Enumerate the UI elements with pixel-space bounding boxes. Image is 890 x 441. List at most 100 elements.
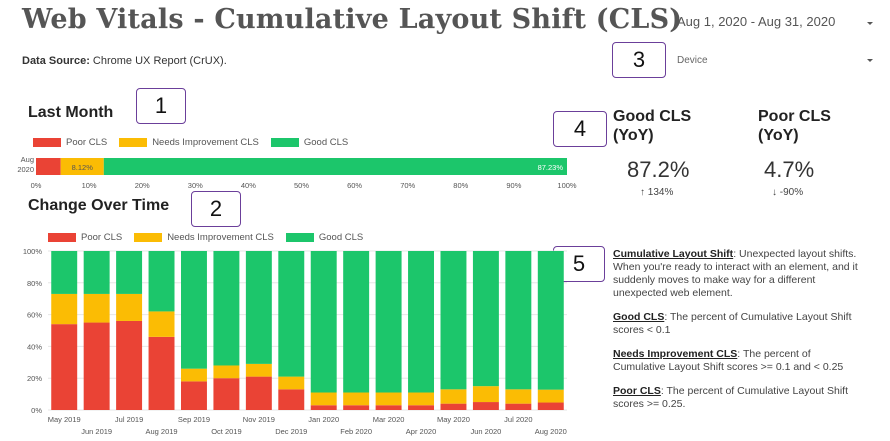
cot-legend-item-poor[interactable]: Poor CLS: [48, 232, 122, 243]
cot-bar-needs[interactable]: [505, 389, 532, 404]
y-axis-tick: 80%: [27, 279, 42, 288]
lm-axis-tick: 80%: [453, 181, 468, 190]
cot-bar-good[interactable]: [148, 251, 175, 312]
cot-bar-needs[interactable]: [83, 293, 110, 323]
cot-bar-poor[interactable]: [505, 403, 532, 410]
cot-bar-good[interactable]: [537, 251, 564, 390]
cot-bar-needs[interactable]: [537, 389, 564, 403]
cot-bar-poor[interactable]: [83, 322, 110, 410]
cot-bar-needs[interactable]: [343, 392, 370, 406]
cot-bar-needs[interactable]: [180, 368, 207, 382]
desc-cls-term: Cumulative Layout Shift: [613, 248, 734, 260]
device-selector[interactable]: Device: [677, 55, 708, 66]
cot-legend-label-poor: Poor CLS: [81, 232, 123, 243]
cot-bar-good[interactable]: [213, 251, 240, 366]
cot-bar-needs[interactable]: [472, 386, 499, 403]
lm-axis-tick: 10%: [82, 181, 97, 190]
data-source-value: Chrome UX Report (CrUX).: [92, 55, 227, 67]
cot-legend-label-good: Good CLS: [318, 232, 364, 243]
cot-bar-poor[interactable]: [537, 402, 564, 410]
cot-bar-good[interactable]: [375, 251, 402, 393]
desc-poor-text: : The percent of Cumulative Layout Shift…: [613, 385, 849, 410]
legend-item-needs[interactable]: Needs Improvement CLS: [119, 137, 259, 148]
cot-bar-needs[interactable]: [213, 365, 240, 379]
cot-bar-good[interactable]: [83, 251, 110, 294]
device-dropdown-icon[interactable]: [867, 59, 873, 62]
desc-poor-term: Poor CLS: [613, 385, 661, 397]
x-axis-tick: Jun 2019: [81, 427, 112, 436]
last-month-chart: Aug 2020 8.12% 87.23% 0% 10% 20% 30% 40% 50% 60…: [17, 155, 577, 190]
device-label: Device: [677, 55, 708, 66]
cot-bar-needs[interactable]: [310, 392, 337, 406]
change-over-time-chart: 0% 20% 40% 60% 80% 100% May 2019 Jul 2019 Sep 2…: [23, 247, 567, 436]
cot-bar-poor[interactable]: [180, 381, 207, 410]
date-range-selector[interactable]: Aug 1, 2020 - Aug 31, 2020: [677, 14, 835, 29]
cot-legend-item-good[interactable]: Good CLS: [285, 232, 364, 243]
legend-swatch-poor: [33, 138, 61, 147]
cot-bar-good[interactable]: [180, 251, 207, 369]
cot-bar-needs[interactable]: [375, 392, 402, 406]
cot-bar-good[interactable]: [245, 251, 272, 364]
cot-bar-good[interactable]: [310, 251, 337, 393]
cot-bar-needs[interactable]: [148, 311, 175, 337]
cot-bar-good[interactable]: [343, 251, 370, 393]
legend-swatch-needs: [119, 138, 148, 147]
cot-bar-poor[interactable]: [148, 336, 175, 410]
cot-bar-poor[interactable]: [472, 402, 499, 410]
lm-bar-good[interactable]: [103, 158, 567, 175]
y-axis-tick: 40%: [27, 342, 42, 351]
x-axis-tick: May 2019: [48, 415, 81, 424]
desc-good-cls: Good CLS: The percent of Cumulative Layo…: [613, 311, 858, 337]
cot-bar-poor[interactable]: [310, 405, 337, 410]
cot-bar-poor[interactable]: [343, 405, 370, 410]
lm-axis-tick: 0%: [31, 181, 42, 190]
desc-needs-text: : The percent of Cumulative Layout Shift…: [613, 348, 844, 373]
change-over-time-legend: Poor CLS Needs Improvement CLS Good CLS: [48, 232, 375, 243]
desc-good-term: Good CLS: [613, 311, 665, 323]
lm-axis-tick: 30%: [188, 181, 203, 190]
cot-bar-poor[interactable]: [51, 324, 78, 410]
cot-legend-item-needs[interactable]: Needs Improvement CLS: [134, 232, 274, 243]
cot-bar-poor[interactable]: [116, 320, 143, 410]
cot-bar-good[interactable]: [505, 251, 532, 390]
cot-bar-poor[interactable]: [440, 403, 467, 410]
x-axis-tick: Dec 2019: [275, 427, 307, 436]
y-axis-tick: 60%: [27, 311, 42, 320]
cot-bar-poor[interactable]: [213, 378, 240, 410]
desc-cls: Cumulative Layout Shift: Unexpected layo…: [613, 248, 858, 300]
cot-bar-needs[interactable]: [440, 389, 467, 404]
kpi-good-head-line2: (YoY): [613, 127, 654, 144]
cot-bar-good[interactable]: [440, 251, 467, 390]
date-range-dropdown-icon[interactable]: [867, 22, 873, 25]
legend-item-poor[interactable]: Poor CLS: [33, 137, 107, 148]
legend-label-good: Good CLS: [303, 137, 349, 148]
callout-2: 2: [191, 191, 241, 227]
x-axis-tick: Nov 2019: [243, 415, 275, 424]
cot-bar-needs[interactable]: [245, 363, 272, 377]
legend-item-good[interactable]: Good CLS: [270, 137, 349, 148]
cot-bar-poor[interactable]: [278, 389, 305, 410]
lm-bar-needs-label: 8.12%: [72, 163, 94, 172]
x-axis-tick: Apr 2020: [406, 427, 436, 436]
cot-bar-needs[interactable]: [116, 293, 143, 321]
cot-bar-good[interactable]: [116, 251, 143, 294]
cot-bar-good[interactable]: [51, 251, 78, 294]
cot-bar-good[interactable]: [278, 251, 305, 377]
change-over-time-heading: Change Over Time: [28, 197, 170, 214]
cot-bar-needs[interactable]: [408, 392, 435, 406]
lm-bar-poor[interactable]: [36, 158, 61, 175]
data-source-label: Data Source:: [22, 55, 90, 67]
cot-bar-needs[interactable]: [51, 293, 78, 325]
cot-bar-good[interactable]: [472, 251, 499, 387]
x-axis-tick: Mar 2020: [373, 415, 405, 424]
cot-bar-poor[interactable]: [408, 405, 435, 410]
lm-bar-needs[interactable]: [60, 158, 104, 175]
lm-axis-tick: 90%: [506, 181, 521, 190]
cot-bar-poor[interactable]: [245, 376, 272, 410]
cot-bar-good[interactable]: [408, 251, 435, 393]
kpi-poor-delta: ↓ -90%: [772, 187, 804, 198]
cot-bar-poor[interactable]: [375, 405, 402, 410]
data-source: Data Source: Chrome UX Report (CrUX).: [22, 55, 227, 67]
legend-label-needs: Needs Improvement CLS: [152, 137, 259, 148]
cot-bar-needs[interactable]: [278, 376, 305, 390]
